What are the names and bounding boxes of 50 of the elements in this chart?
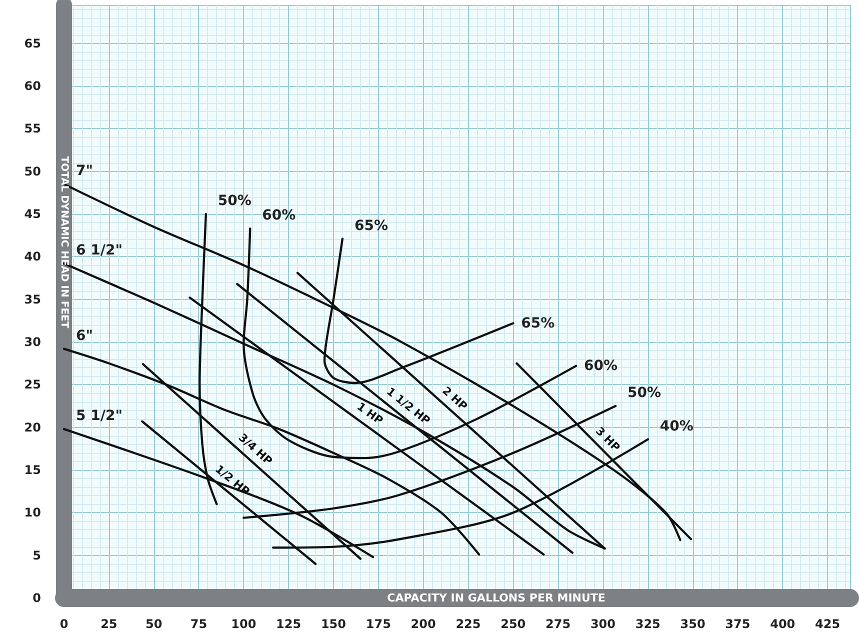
y-tick-label: 10: [24, 506, 41, 520]
x-tick-label: 100: [231, 617, 256, 631]
x-tick-label: 150: [320, 617, 346, 631]
y-tick-label: 0: [32, 591, 41, 605]
y-tick-label: 55: [24, 122, 41, 136]
series-label: 65%: [354, 218, 388, 234]
text: 3 HP: [593, 424, 622, 454]
series-label: 6": [76, 328, 94, 344]
y-tick-label: 65: [24, 36, 41, 50]
text: 1 HP: [354, 400, 386, 428]
x-tick-label: 375: [725, 617, 750, 631]
y-tick-label: 25: [24, 378, 41, 392]
x-tick-label: 125: [276, 617, 302, 631]
y-tick-label: 5: [32, 548, 41, 562]
series-label: 6 1/2": [76, 242, 123, 259]
x-tick-label: 175: [366, 617, 391, 631]
text: 3/4 HP: [236, 431, 275, 468]
y-tick-label: 60: [24, 79, 41, 94]
x-tick-label: 275: [546, 617, 571, 631]
series-label: 60%: [262, 208, 296, 224]
x-tick-label: 425: [815, 617, 840, 631]
x-tick-label: 50: [145, 617, 162, 631]
x-tick-label: 225: [456, 617, 481, 631]
y-tick-label: 50: [24, 164, 41, 178]
x-axis-title: CAPACITY IN GALLONS PER MINUTE: [387, 592, 606, 604]
x-tick-label: 250: [500, 617, 526, 631]
x-tick-label: 75: [190, 617, 208, 631]
x-tick-label: 350: [680, 617, 706, 631]
y-tick-label: 35: [24, 292, 41, 306]
x-tick-label: 200: [410, 617, 436, 631]
annotation: 65%: [521, 315, 555, 332]
x-tick-label: 300: [590, 617, 616, 631]
y-tick-label: 45: [24, 207, 41, 222]
series-label: 7": [76, 163, 94, 180]
text: 2 HP: [440, 384, 470, 414]
y-tick-label: 30: [24, 335, 41, 350]
series-label: 40%: [660, 418, 694, 434]
x-tick-label: 325: [635, 617, 660, 631]
x-tick-label: 400: [770, 617, 796, 631]
y-tick-label: 15: [24, 463, 41, 478]
x-tick-label: 0: [60, 617, 68, 631]
x-tick-label: 25: [100, 617, 118, 631]
text: 1 1/2 HP: [384, 384, 433, 428]
y-axis-title: TOTAL DYNAMIC HEAD IN FEET: [58, 156, 70, 328]
y-tick-label: 40: [24, 250, 41, 264]
annotation: 60%: [584, 358, 618, 374]
series-label: 50%: [628, 385, 662, 402]
y-tick-label: 20: [24, 420, 41, 434]
series-label: 50%: [218, 193, 252, 210]
series-label: 5 1/2": [76, 408, 123, 424]
